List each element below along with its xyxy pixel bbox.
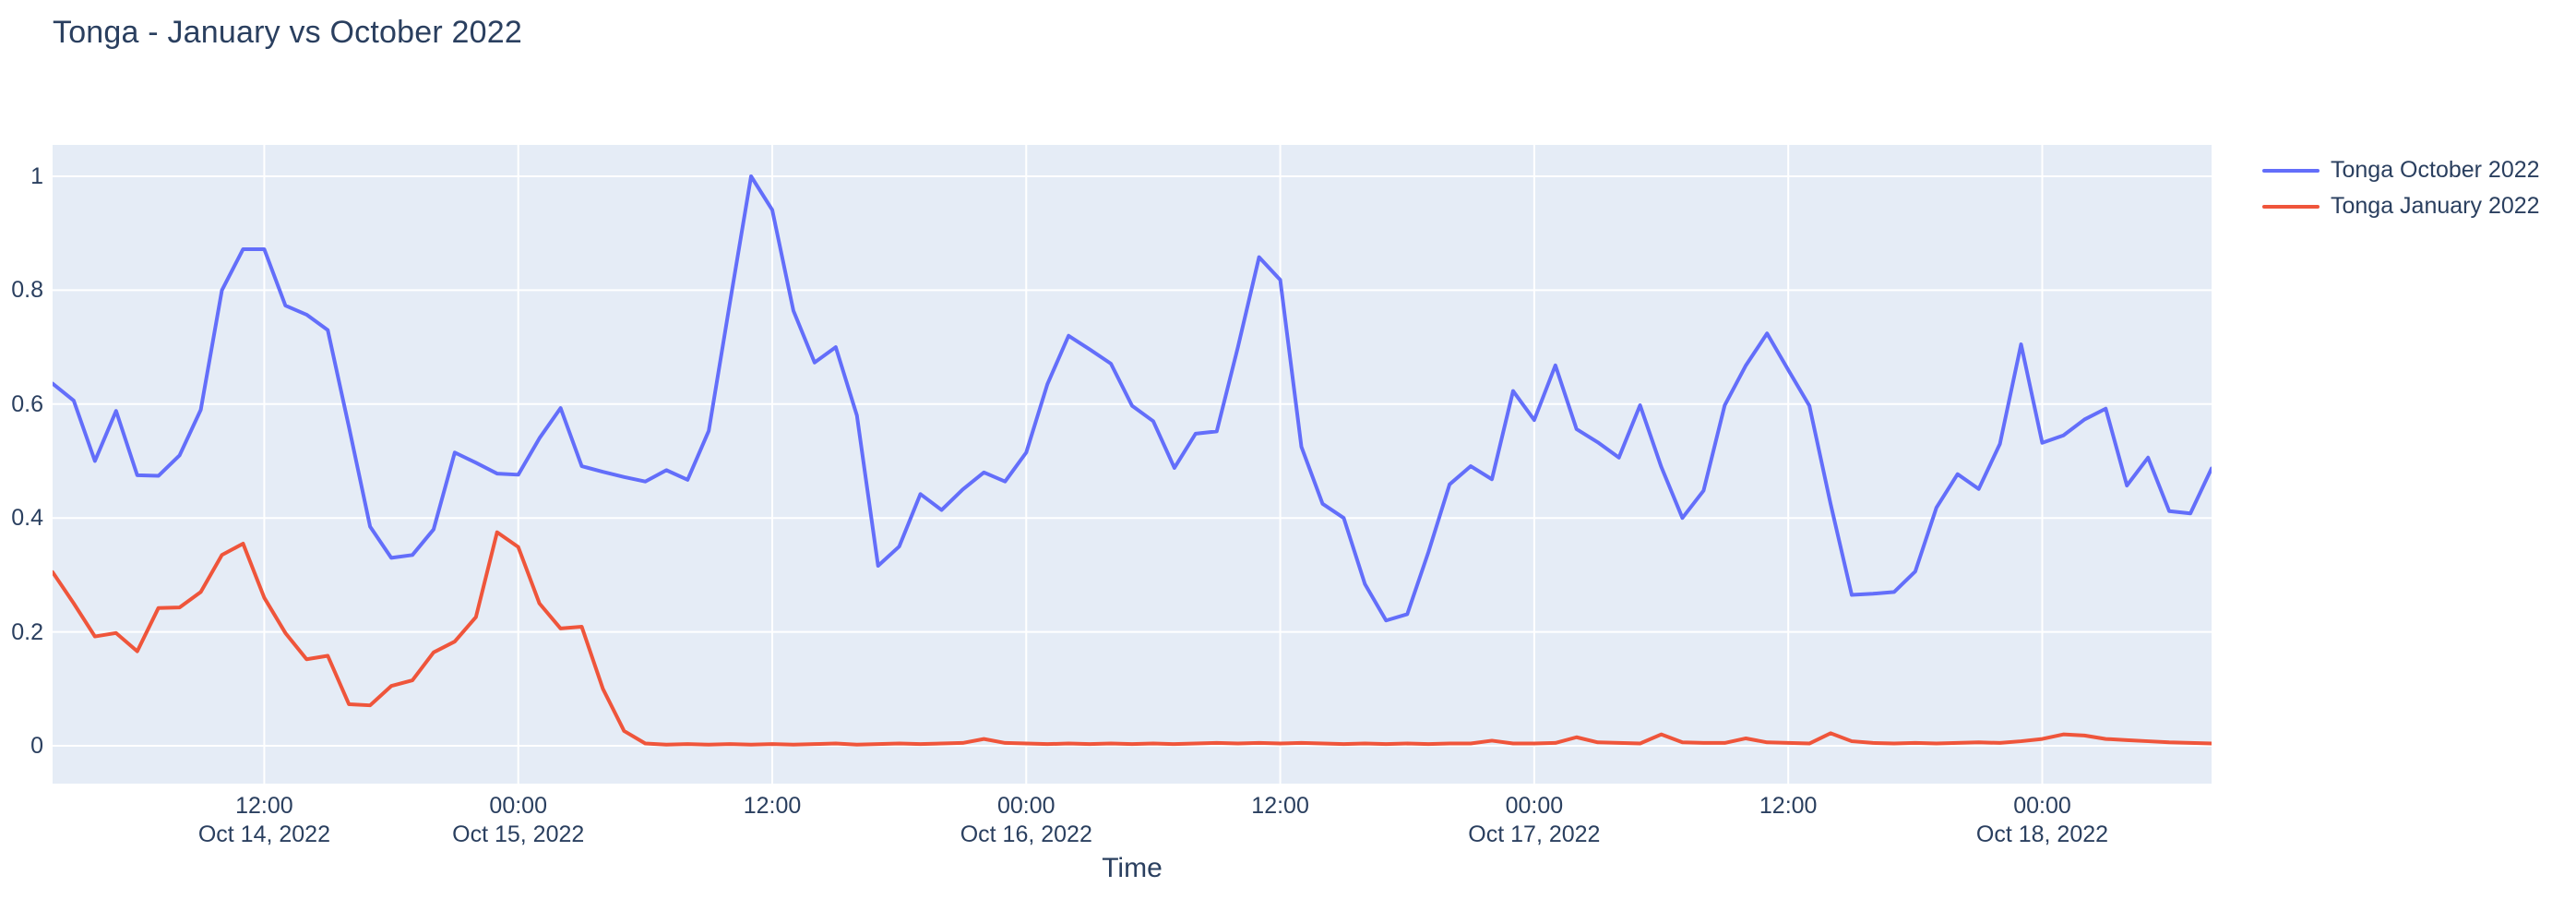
x-tick-label-Oct-15-2022: 00:00 Oct 15, 2022: [399, 792, 638, 849]
y-tick-label-0.8: 0.8: [11, 277, 43, 304]
x-axis-title: Time: [1102, 853, 1163, 883]
legend-line-swatch-october: [2262, 168, 2320, 173]
x-tick-label-12:00: 12:00: [1668, 792, 1908, 821]
x-tick-label-12:00: 12:00: [652, 792, 892, 821]
y-tick-label-0.4: 0.4: [11, 505, 43, 532]
x-tick-date: Oct 15, 2022: [452, 821, 585, 847]
legend-label-october: Tonga October 2022: [2331, 157, 2540, 183]
x-tick-time: 00:00: [1505, 793, 1564, 819]
legend-item-january[interactable]: Tonga January 2022: [2262, 188, 2540, 224]
legend-item-october[interactable]: Tonga October 2022: [2262, 152, 2540, 188]
x-tick-label-Oct-18-2022: 00:00 Oct 18, 2022: [1922, 792, 2162, 849]
x-tick-time: 12:00: [1251, 793, 1309, 819]
x-tick-date: Oct 17, 2022: [1468, 821, 1601, 847]
plot-area[interactable]: [53, 145, 2212, 784]
x-tick-date: Oct 14, 2022: [197, 821, 330, 847]
x-tick-time: 00:00: [489, 793, 547, 819]
y-tick-label-0: 0: [30, 733, 43, 759]
legend-line-swatch-january: [2262, 204, 2320, 209]
x-tick-date: Oct 18, 2022: [1975, 821, 2109, 847]
y-tick-label-0.2: 0.2: [11, 618, 43, 645]
x-tick-time: 00:00: [2013, 793, 2071, 819]
y-tick-label-1: 1: [30, 163, 43, 189]
series-line-october[interactable]: [53, 174, 2212, 623]
y-tick-label-0.6: 0.6: [11, 390, 43, 417]
x-tick-label-Oct-16-2022: 00:00 Oct 16, 2022: [906, 792, 1146, 849]
plot-svg: [53, 145, 2212, 784]
x-tick-time: 12:00: [743, 793, 802, 819]
x-tick-label-Oct-17-2022: 00:00 Oct 17, 2022: [1414, 792, 1654, 849]
x-tick-date: Oct 16, 2022: [960, 821, 1092, 847]
x-tick-time: 00:00: [997, 793, 1055, 819]
x-tick-label-12:00: 12:00: [1161, 792, 1401, 821]
x-tick-time: 12:00: [235, 793, 293, 819]
x-tick-time: 12:00: [1759, 793, 1818, 819]
x-tick-label-Oct-14-2022: 12:00 Oct 14, 2022: [144, 792, 384, 849]
series-line-january[interactable]: [53, 530, 2212, 747]
legend: Tonga October 2022 Tonga January 2022: [2262, 152, 2540, 224]
chart-title: Tonga - January vs October 2022: [53, 15, 522, 50]
legend-label-january: Tonga January 2022: [2331, 193, 2540, 219]
